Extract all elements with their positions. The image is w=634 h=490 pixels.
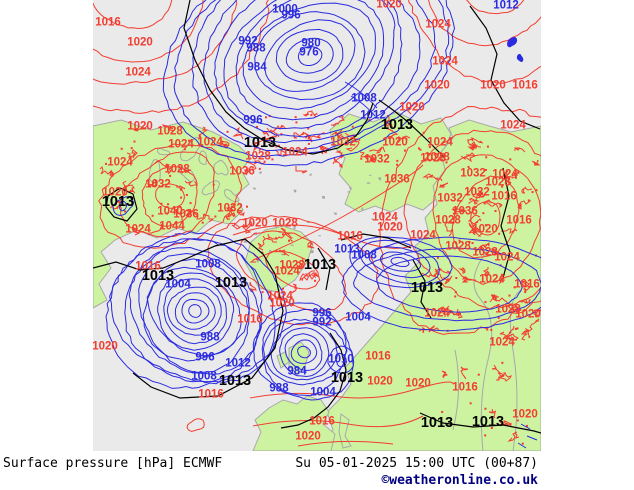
credit-link[interactable]: ©weatheronline.co.uk	[381, 473, 538, 488]
pressure-map	[93, 0, 541, 451]
isobar-canvas	[93, 0, 541, 451]
map-caption: Surface pressure [hPa] ECMWF	[3, 456, 223, 471]
neutral-isobars	[93, 0, 541, 434]
valid-time: Su 05-01-2025 15:00 UTC (00+87)	[295, 456, 538, 471]
